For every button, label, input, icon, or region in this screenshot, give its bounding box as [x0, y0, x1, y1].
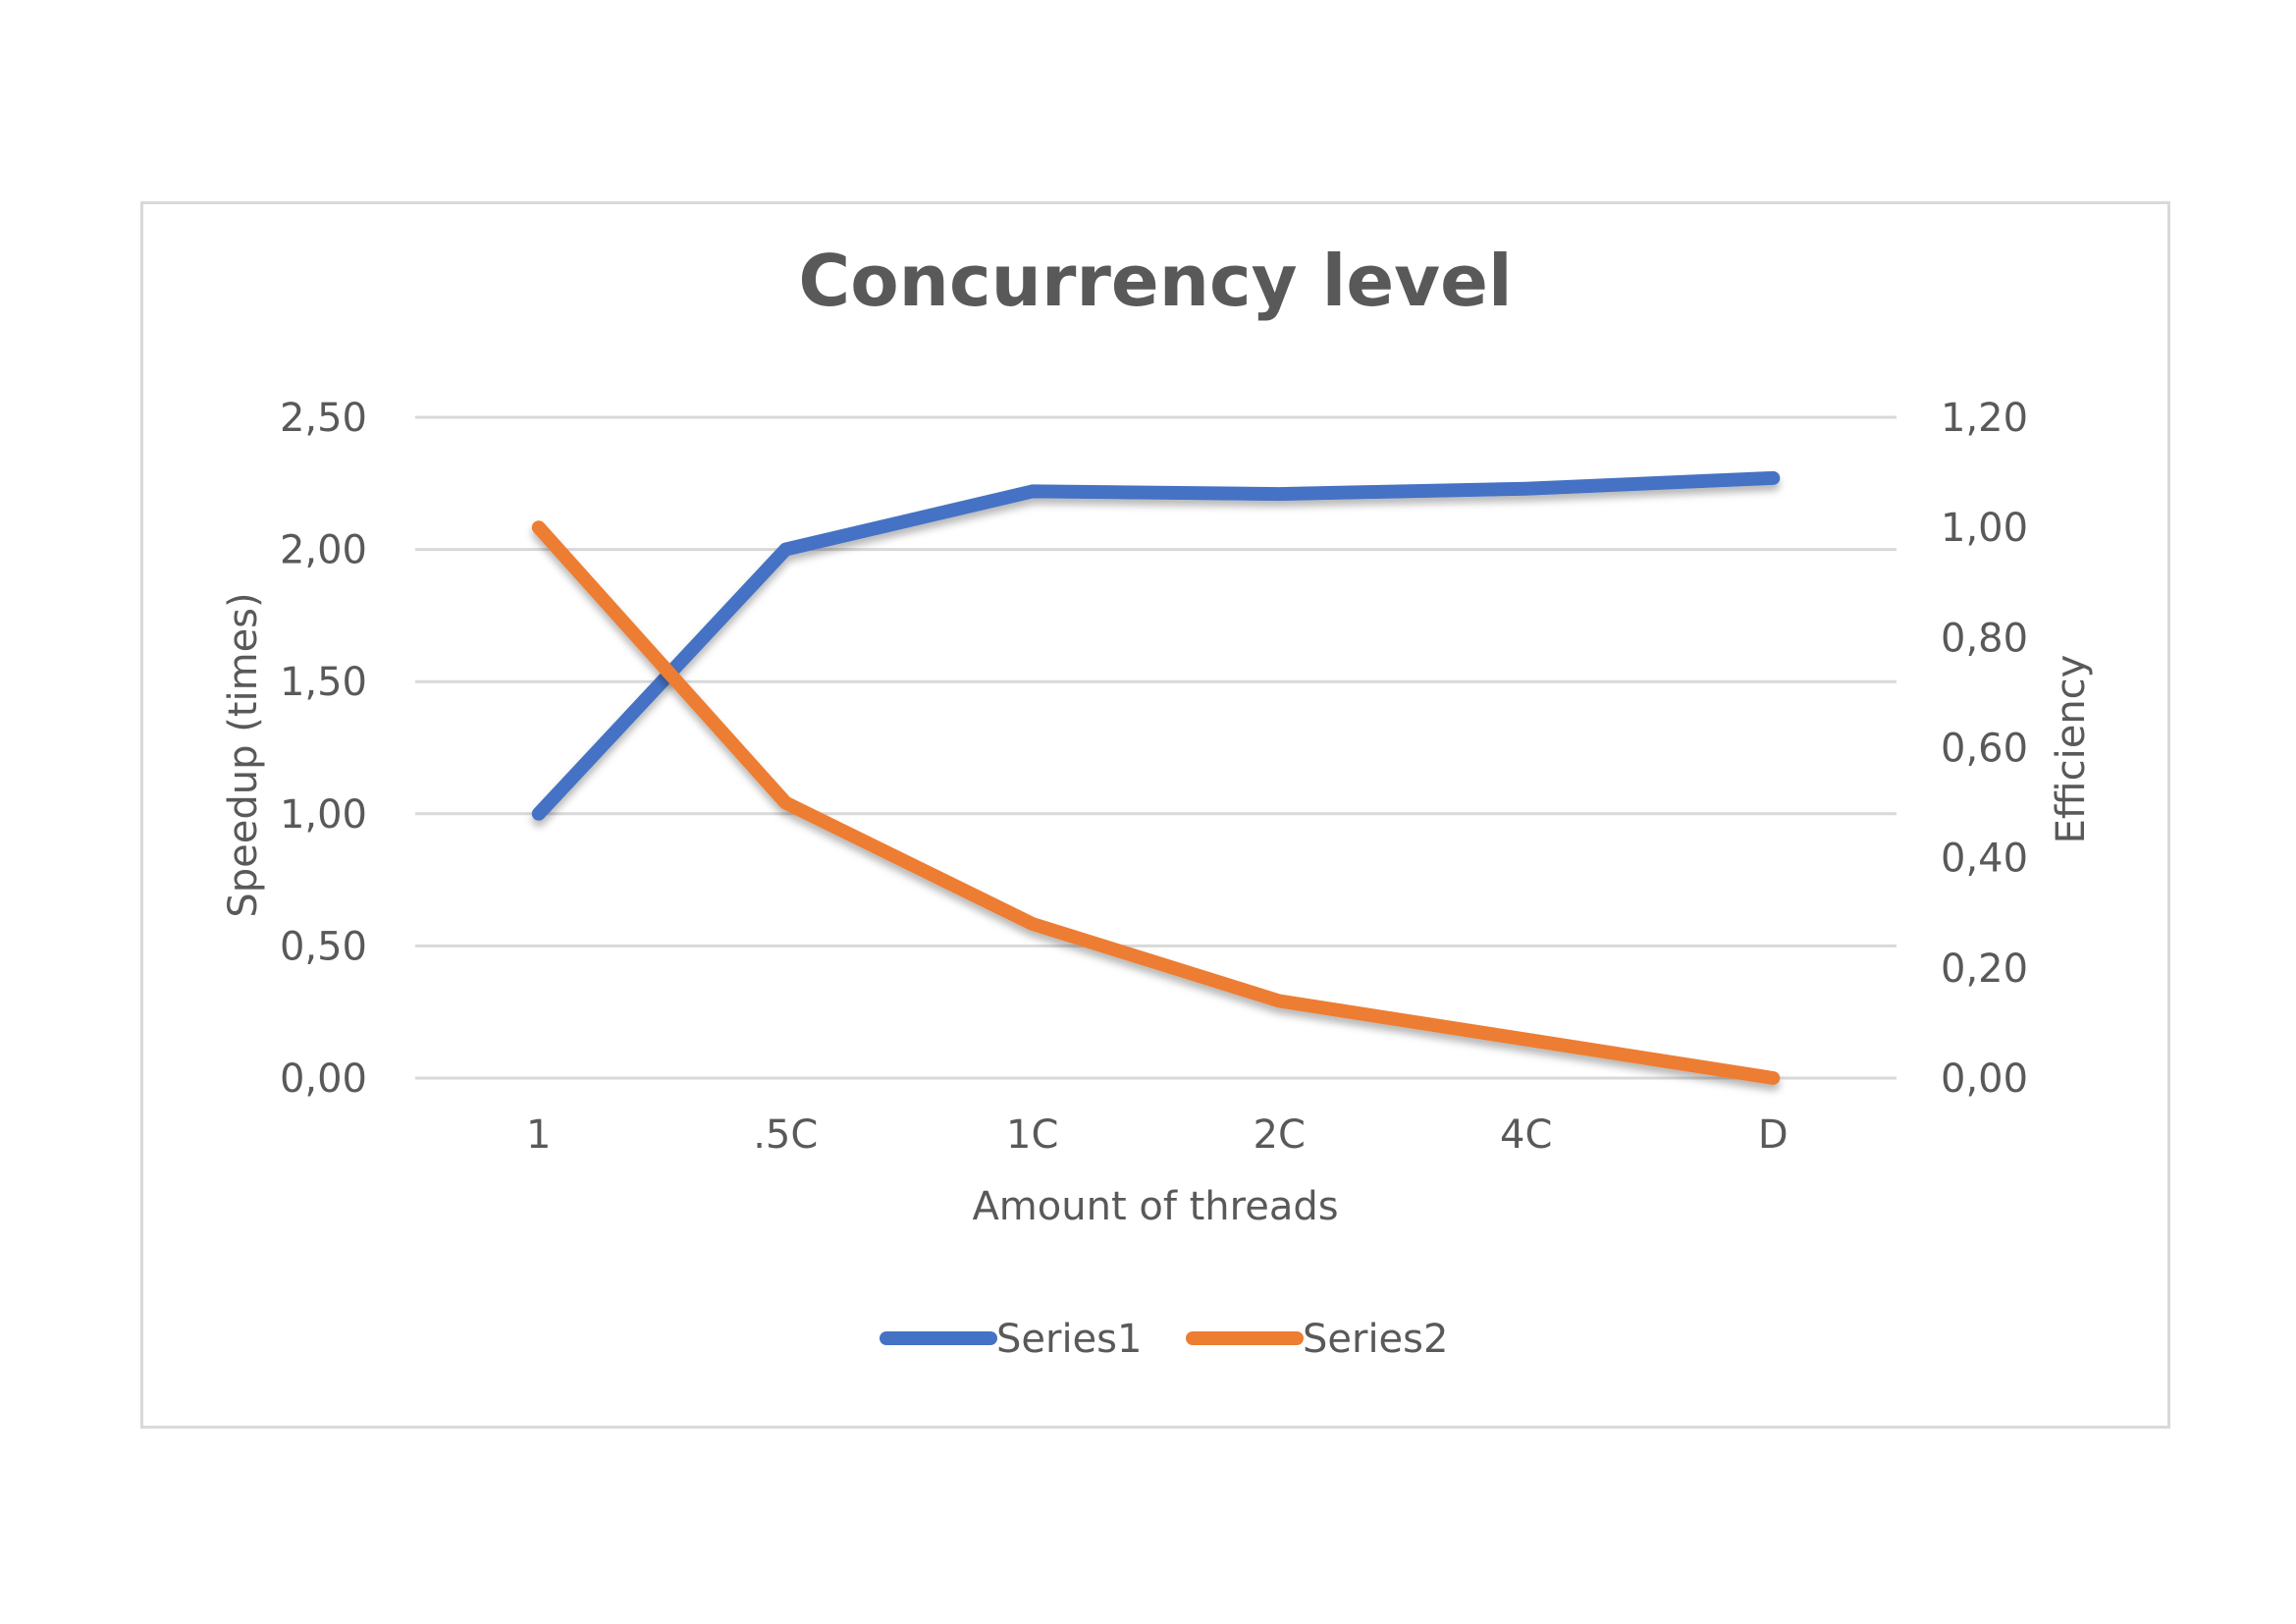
left-tick-label: 1,50	[280, 660, 367, 705]
data-point	[784, 802, 786, 804]
legend: Series1 Series2	[880, 1317, 1448, 1362]
x-tick-label: 2C	[1254, 1112, 1306, 1158]
left-axis-ticks: 0,00 0,50 1,00 1,50 2,00 2,50	[280, 396, 367, 1102]
x-axis-ticks: 1 .5C 1C 2C 4C D	[526, 1112, 1789, 1158]
right-tick-label: 0,20	[1941, 947, 2028, 992]
x-tick-label: 1	[526, 1112, 551, 1158]
line-chart: Concurrency level 0,00 0,50 1,00 1,50 2,00 2,…	[221, 240, 2094, 1362]
series-lines	[531, 470, 1781, 1085]
x-tick-label: D	[1758, 1112, 1789, 1158]
x-tick-label: 4C	[1500, 1112, 1552, 1158]
data-point	[1525, 488, 1527, 490]
left-tick-label: 2,50	[280, 396, 367, 441]
right-tick-label: 0,60	[1941, 727, 2028, 772]
right-tick-label: 0,80	[1941, 616, 2028, 661]
x-axis-title: Amount of threads	[972, 1184, 1338, 1229]
right-tick-label: 1,20	[1941, 396, 2028, 441]
series-line-1	[531, 470, 1781, 821]
series-line-2	[531, 520, 1781, 1085]
legend-label: Series1	[996, 1317, 1142, 1362]
left-tick-label: 2,00	[280, 528, 367, 573]
chart-title: Concurrency level	[798, 240, 1512, 322]
chart-area: Concurrency level 0,00 0,50 1,00 1,50 2,00 2,…	[140, 201, 2170, 1429]
left-tick-label: 1,00	[280, 792, 367, 838]
gridlines	[415, 415, 1896, 1080]
x-tick-label: 1C	[1006, 1112, 1058, 1158]
data-point	[1772, 1077, 1774, 1079]
x-tick-label: .5C	[753, 1112, 818, 1158]
right-tick-label: 0,00	[1941, 1056, 2028, 1102]
left-tick-label: 0,00	[280, 1056, 367, 1102]
y2-axis-title: Efficiency	[2049, 655, 2094, 844]
data-point	[1525, 1039, 1527, 1041]
data-point	[538, 813, 540, 815]
y-axis-title: Speedup (times)	[221, 592, 266, 917]
data-point	[1032, 923, 1034, 925]
data-point	[1772, 477, 1774, 479]
left-tick-label: 0,50	[280, 924, 367, 969]
right-tick-label: 1,00	[1941, 506, 2028, 551]
data-point	[784, 549, 786, 551]
legend-label: Series2	[1303, 1317, 1448, 1362]
data-point	[1278, 493, 1280, 495]
data-point	[538, 526, 540, 528]
right-axis-ticks: 0,00 0,20 0,40 0,60 0,80 1,00 1,20	[1941, 396, 2028, 1102]
right-tick-label: 0,40	[1941, 837, 2028, 882]
data-point	[1278, 1000, 1280, 1001]
data-point	[1032, 490, 1034, 492]
